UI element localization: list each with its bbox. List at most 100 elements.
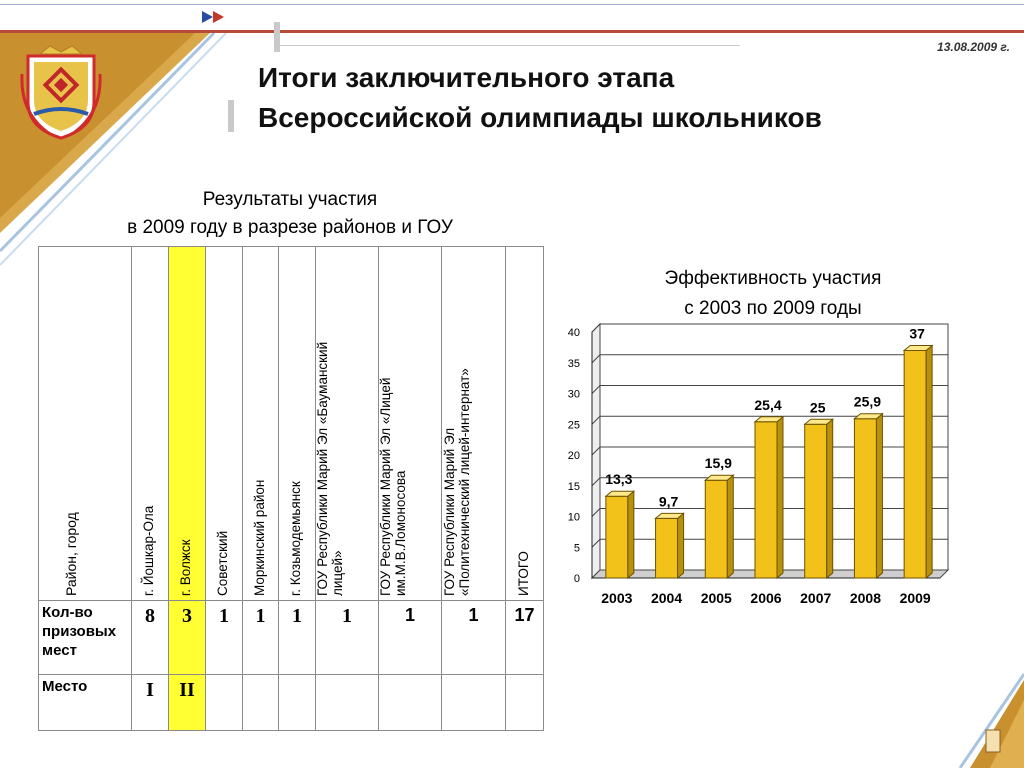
y-tick-label: 5 — [574, 542, 580, 554]
x-tick-label: 2003 — [601, 590, 632, 606]
gridline-side — [591, 477, 601, 487]
gridline-side — [591, 385, 601, 394]
x-tick-label: 2008 — [850, 590, 881, 606]
bar-side — [726, 474, 734, 580]
header-district-label: Район, город — [63, 512, 79, 596]
bar-top — [703, 474, 735, 481]
header-bauman-lyceum: ГОУ Республики Марий Эл «Бауманский лице… — [315, 246, 379, 601]
prizes-cell: 1 — [205, 600, 243, 675]
place-cell — [378, 674, 442, 731]
title-bar-top — [274, 22, 280, 52]
prizes-total-cell: 17 — [505, 600, 544, 675]
place-cell: II — [168, 674, 206, 731]
header-district: Район, город — [38, 246, 132, 601]
x-tick-label: 2004 — [651, 590, 682, 606]
prizes-cell: 1 — [441, 600, 506, 675]
prizes-cell: 1 — [378, 600, 442, 675]
bar — [804, 423, 828, 579]
title-underline — [280, 45, 740, 46]
gridline-side — [591, 354, 601, 364]
bar-value-label: 37 — [909, 325, 925, 341]
bar-value-label: 25,4 — [754, 397, 781, 413]
bar-top — [803, 418, 835, 425]
bar-top — [604, 490, 636, 497]
header-sovetsky-label: Советский — [215, 530, 230, 596]
bar-value-label: 9,7 — [659, 493, 679, 509]
top-red-line — [0, 30, 1024, 33]
bar — [605, 495, 629, 579]
bar-value-label: 15,9 — [705, 455, 732, 471]
bar-value-label: 13,3 — [605, 471, 632, 487]
bar-value-label: 25 — [810, 399, 826, 415]
table-row-place: Место I II — [38, 674, 544, 731]
header-morki-label: Моркинский район — [251, 479, 267, 596]
header-bauman-line-1: ГОУ Республики Марий Эл «Бауманский — [315, 341, 330, 596]
bar-top — [853, 413, 884, 420]
table-caption: Результаты участия в 2009 году в разрезе… — [40, 186, 540, 242]
place-cell — [278, 674, 316, 731]
bar — [903, 349, 927, 579]
chart-caption-line-2: с 2003 по 2009 годы — [684, 298, 862, 319]
row-place-label: Место — [38, 674, 132, 731]
corner-decoration-bottom — [958, 673, 1024, 768]
header-lomonosov-line-1: ГОУ Республики Марий Эл «Лицей — [378, 377, 393, 596]
bar — [655, 517, 679, 579]
bar-top — [654, 512, 685, 519]
header-polytech-lyceum-label: ГОУ Республики Марий Эл «Политехнический… — [442, 368, 472, 596]
x-tick-label: 2007 — [800, 590, 831, 606]
gridline-side — [591, 446, 601, 456]
header-volzhsk-label: г. Волжск — [178, 539, 193, 596]
header-bauman-line-2: лицей» — [330, 550, 345, 596]
y-tick-label: 10 — [568, 512, 580, 524]
header-polytech-line-1: ГОУ Республики Марий Эл — [441, 427, 457, 596]
chart-caption-line-1: Эффективность участия — [664, 268, 882, 289]
header-yoshkar-ola: г. Йошкар-Ола — [131, 246, 169, 601]
title-line-2: Всероссийской олимпиады школьников — [258, 102, 822, 133]
header-lomonosov-line-2: им.М.В.Ломоносова — [393, 470, 408, 596]
y-tick-label: 0 — [574, 573, 580, 585]
y-tick-label: 20 — [568, 450, 580, 462]
header-bauman-lyceum-label: ГОУ Республики Марий Эл «Бауманский лице… — [315, 342, 345, 596]
bar-side — [925, 344, 933, 580]
y-tick-label: 25 — [568, 419, 580, 431]
gridline-side — [591, 323, 601, 333]
prizes-cell: 3 — [168, 600, 206, 675]
x-tick-label: 2009 — [900, 590, 931, 606]
y-tick-label: 30 — [568, 389, 580, 401]
place-cell — [315, 674, 379, 731]
slide-date: 13.08.2009 г. — [937, 40, 1010, 54]
bar-side — [627, 490, 635, 580]
header-lomonosov-lyceum-label: ГОУ Республики Марий Эл «Лицей им.М.В.Ло… — [378, 378, 408, 596]
bar-side — [677, 512, 685, 580]
header-yoshkar-ola-label: г. Йошкар-Ола — [141, 505, 156, 596]
top-blue-line — [0, 4, 1024, 5]
bar-side — [875, 412, 883, 580]
prizes-cell: 1 — [315, 600, 379, 675]
bar-top — [753, 416, 785, 423]
prizes-cell: 8 — [131, 600, 169, 675]
bar-value-label: 25,9 — [854, 394, 881, 410]
prizes-cell: 1 — [278, 600, 316, 675]
place-cell: I — [131, 674, 169, 731]
header-polytech-lyceum: ГОУ Республики Марий Эл «Политехнический… — [441, 246, 506, 601]
x-tick-label: 2005 — [701, 590, 732, 606]
bar-top — [902, 344, 934, 351]
y-tick-label: 40 — [568, 327, 580, 339]
y-tick-label: 15 — [568, 481, 580, 493]
header-kozmodemyansk-label: г. Козьмодемьянск — [288, 481, 303, 596]
gridline-side — [591, 415, 601, 425]
place-cell — [505, 674, 544, 731]
gridline-side — [591, 508, 601, 517]
bar — [754, 421, 778, 579]
slide-title: Итоги заключительного этапа Всероссийско… — [258, 58, 822, 138]
results-table: Район, город г. Йошкар-Ола г. Волжск Сов… — [38, 246, 544, 731]
prizes-cell: 1 — [242, 600, 279, 675]
table-caption-line-2: в 2009 году в разрезе районов и ГОУ — [127, 217, 453, 238]
table-row-prizes: Кол-во призовых мест 8 3 1 1 1 1 1 1 17 — [38, 600, 544, 675]
effectiveness-bar-chart: 0 5 10 15 20 25 30 35 40 13,3 2003 9,7 2004 15,9 2005 2… — [568, 322, 950, 606]
bar — [853, 418, 877, 579]
place-cell — [242, 674, 279, 731]
bar-side — [826, 418, 834, 580]
header-total: ИТОГО — [505, 246, 544, 601]
title-bar-bottom — [228, 100, 234, 132]
